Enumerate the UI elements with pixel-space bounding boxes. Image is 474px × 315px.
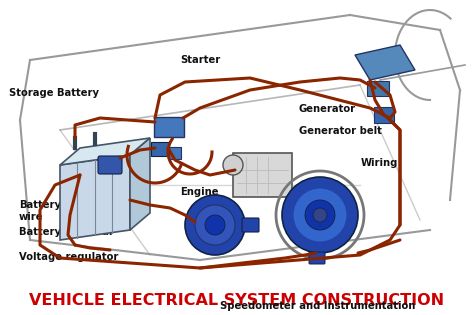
Text: Battery terminal: Battery terminal bbox=[19, 227, 112, 237]
Text: Battery
wire: Battery wire bbox=[19, 200, 61, 222]
Text: Speedometer and Instrumentation: Speedometer and Instrumentation bbox=[220, 301, 416, 311]
FancyBboxPatch shape bbox=[98, 156, 122, 174]
Text: Generator: Generator bbox=[299, 104, 356, 114]
Circle shape bbox=[305, 200, 335, 230]
Circle shape bbox=[282, 177, 358, 253]
Polygon shape bbox=[60, 138, 150, 165]
Text: Starter: Starter bbox=[180, 55, 220, 65]
Circle shape bbox=[313, 208, 327, 222]
FancyBboxPatch shape bbox=[309, 252, 325, 264]
Text: Voltage regulator: Voltage regulator bbox=[19, 252, 118, 262]
Text: Wiring: Wiring bbox=[360, 158, 398, 168]
Polygon shape bbox=[355, 45, 415, 80]
FancyBboxPatch shape bbox=[374, 107, 394, 123]
Circle shape bbox=[195, 205, 235, 245]
Circle shape bbox=[223, 155, 243, 175]
FancyBboxPatch shape bbox=[169, 147, 181, 159]
Text: Generator belt: Generator belt bbox=[299, 126, 382, 136]
Circle shape bbox=[185, 195, 245, 255]
Polygon shape bbox=[130, 138, 150, 230]
FancyBboxPatch shape bbox=[233, 153, 292, 197]
Text: Engine: Engine bbox=[180, 187, 219, 198]
Text: Storage Battery: Storage Battery bbox=[9, 88, 100, 98]
FancyBboxPatch shape bbox=[151, 142, 169, 156]
Circle shape bbox=[293, 188, 347, 242]
Polygon shape bbox=[60, 155, 130, 240]
Text: VEHICLE ELECTRICAL SYSTEM CONSTRUCTION: VEHICLE ELECTRICAL SYSTEM CONSTRUCTION bbox=[29, 293, 445, 308]
FancyBboxPatch shape bbox=[242, 218, 259, 232]
Circle shape bbox=[205, 215, 225, 235]
FancyBboxPatch shape bbox=[154, 117, 184, 137]
FancyBboxPatch shape bbox=[367, 81, 389, 96]
